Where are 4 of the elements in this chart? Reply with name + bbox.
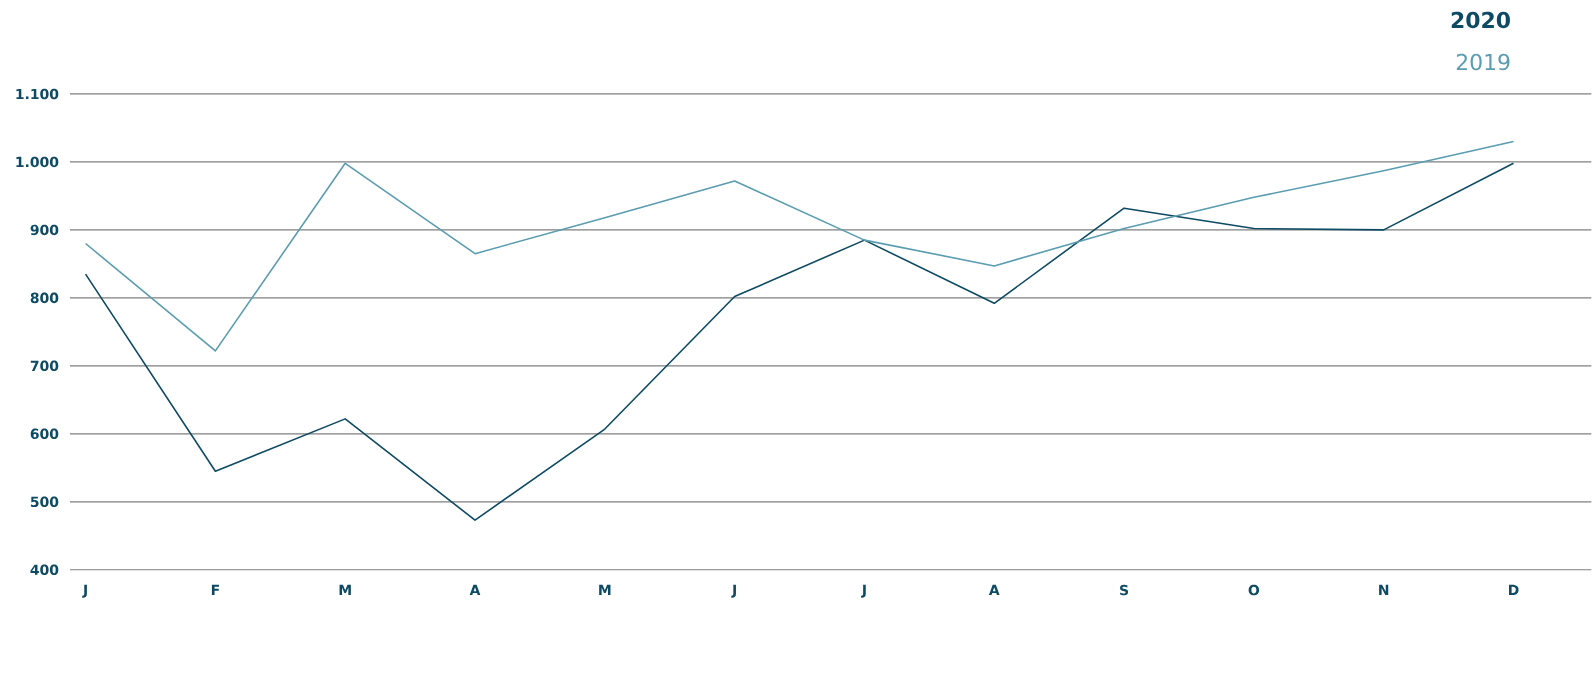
text: 2019	[1456, 53, 1510, 71]
line-series	[84, 162, 1515, 522]
text: 2020	[1451, 11, 1510, 29]
line-series	[84, 140, 1515, 352]
